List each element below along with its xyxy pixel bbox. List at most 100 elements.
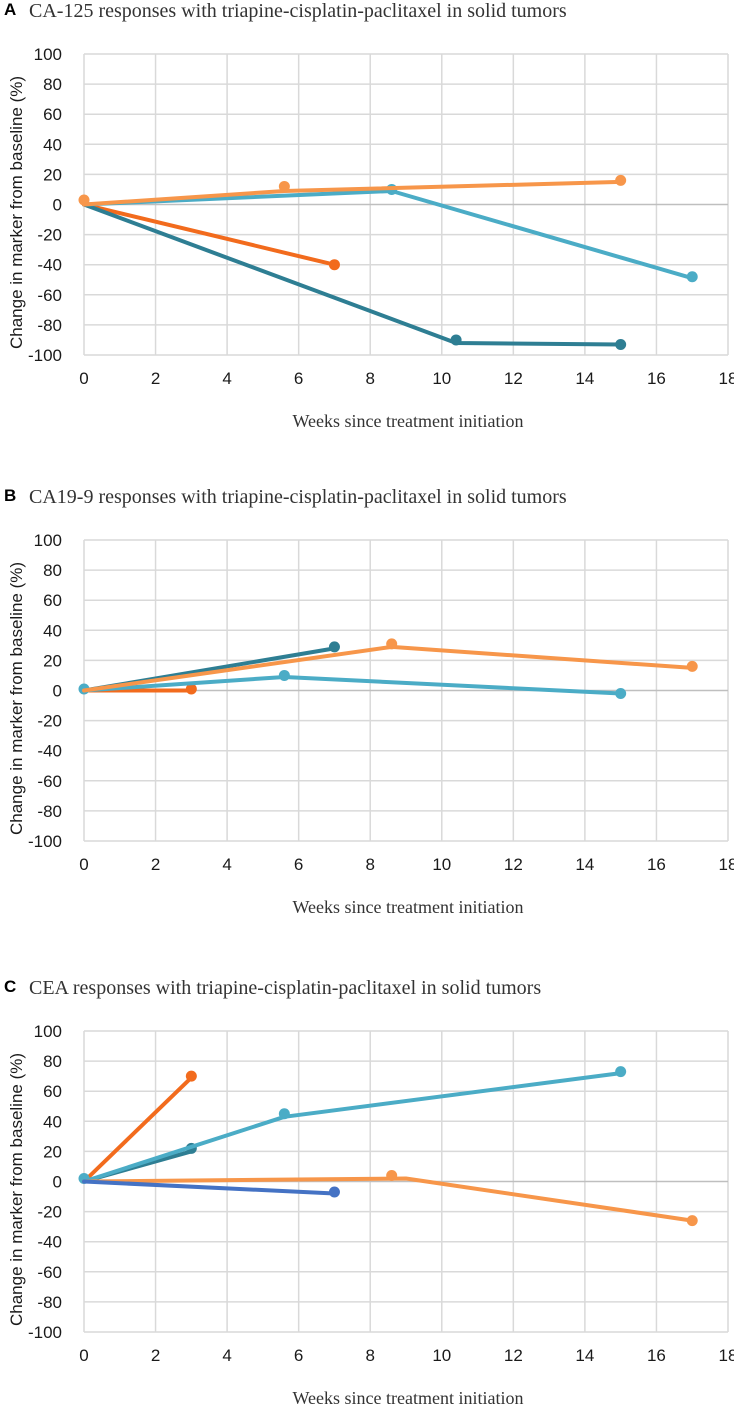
y-tick-label: -20 bbox=[37, 226, 62, 245]
series bbox=[78, 1066, 627, 1184]
chart-title: CA-125 responses with triapine-cisplatin… bbox=[29, 0, 567, 22]
data-point bbox=[386, 1169, 398, 1181]
series bbox=[82, 202, 627, 350]
y-tick-label: 100 bbox=[34, 531, 62, 550]
x-tick-label: 2 bbox=[151, 369, 160, 388]
x-tick-label: 2 bbox=[151, 1346, 160, 1365]
y-tick-label: -60 bbox=[37, 1263, 62, 1282]
series-line bbox=[82, 1176, 695, 1223]
data-point bbox=[686, 271, 698, 283]
line-chart: 100 80 60 40 20 0 -20 -40 -60 -80 -100 0 2 4 6 8 10 12 14 1… bbox=[7, 531, 734, 917]
gridlines bbox=[83, 1030, 729, 1333]
x-tick-label: 18 bbox=[719, 855, 734, 874]
data-point bbox=[328, 259, 340, 271]
series-line bbox=[82, 1179, 337, 1196]
y-tick-label: 0 bbox=[53, 1173, 62, 1192]
series-line bbox=[82, 1071, 623, 1184]
data-point bbox=[450, 334, 462, 346]
data-point bbox=[615, 338, 627, 350]
panel-b: B CA19-9 responses with triapine-cisplat… bbox=[0, 486, 734, 926]
x-tick-label: 6 bbox=[294, 855, 303, 874]
data-point bbox=[278, 669, 290, 681]
chart-title: CEA responses with triapine-cisplatin-pa… bbox=[29, 977, 542, 999]
x-tick-label: 4 bbox=[222, 1346, 231, 1365]
series-line bbox=[82, 1075, 194, 1184]
x-tick-label: 0 bbox=[79, 1346, 88, 1365]
x-tick-label: 14 bbox=[575, 855, 594, 874]
y-tick-label: 60 bbox=[43, 105, 62, 124]
data-point bbox=[185, 683, 197, 695]
data-point bbox=[78, 194, 90, 206]
line-chart: 100 80 60 40 20 0 -20 -40 -60 -80 -100 0 2 4 6 8 10 12 14 1… bbox=[7, 1022, 734, 1407]
y-tick-label: 20 bbox=[43, 651, 62, 670]
y-axis-title: Change in marker from baseline (%) bbox=[7, 562, 26, 835]
data-point bbox=[278, 180, 290, 192]
x-axis-title: Weeks since treatment initiation bbox=[293, 897, 524, 917]
x-tick-label: 6 bbox=[294, 1346, 303, 1365]
y-tick-label: -100 bbox=[28, 346, 62, 365]
y-tick-label: -20 bbox=[37, 712, 62, 731]
series bbox=[82, 1169, 698, 1227]
y-tick-label: 100 bbox=[34, 45, 62, 64]
y-tick-label: -40 bbox=[37, 742, 62, 761]
y-axis-title: Change in marker from baseline (%) bbox=[7, 1053, 26, 1326]
data-point bbox=[686, 1215, 698, 1227]
x-tick-label: 8 bbox=[365, 855, 374, 874]
x-tick-label: 0 bbox=[79, 855, 88, 874]
x-tick-label: 14 bbox=[575, 369, 594, 388]
data-point bbox=[328, 641, 340, 653]
y-tick-label: -100 bbox=[28, 1323, 62, 1342]
panel-letter: B bbox=[4, 486, 17, 505]
y-tick-label: -80 bbox=[37, 1293, 62, 1312]
data-point bbox=[386, 638, 398, 650]
gridlines bbox=[83, 539, 729, 842]
y-tick-label: 80 bbox=[43, 75, 62, 94]
panel-letter: C bbox=[4, 977, 17, 996]
y-tick-label: -20 bbox=[37, 1203, 62, 1222]
x-tick-label: 10 bbox=[432, 369, 451, 388]
y-tick-label: 40 bbox=[43, 621, 62, 640]
x-tick-label: 0 bbox=[79, 369, 88, 388]
data-point bbox=[328, 1186, 340, 1198]
data-point bbox=[615, 174, 627, 186]
series bbox=[82, 638, 698, 693]
x-tick-label: 4 bbox=[222, 369, 231, 388]
x-tick-label: 12 bbox=[504, 855, 523, 874]
series bbox=[78, 669, 627, 700]
y-tick-label: 80 bbox=[43, 561, 62, 580]
line-chart: 100 80 60 40 20 0 -20 -40 -60 -80 -100 0 2 4 6 8 10 12 14 1… bbox=[7, 45, 734, 431]
series bbox=[82, 1070, 197, 1184]
y-tick-label: -40 bbox=[37, 256, 62, 275]
x-tick-label: 16 bbox=[647, 1346, 666, 1365]
data-point bbox=[278, 1108, 290, 1120]
panel-letter: A bbox=[4, 0, 17, 19]
data-point bbox=[686, 660, 698, 672]
x-axis-title: Weeks since treatment initiation bbox=[293, 411, 524, 431]
x-tick-label: 8 bbox=[365, 1346, 374, 1365]
y-axis-title: Change in marker from baseline (%) bbox=[7, 76, 26, 349]
x-tick-label: 16 bbox=[647, 369, 666, 388]
x-tick-label: 10 bbox=[432, 855, 451, 874]
data-point bbox=[615, 688, 627, 700]
y-tick-label: -60 bbox=[37, 772, 62, 791]
panel-a: A CA-125 responses with triapine-cisplat… bbox=[0, 0, 734, 440]
x-tick-label: 2 bbox=[151, 855, 160, 874]
y-tick-label: -100 bbox=[28, 832, 62, 851]
chart-title: CA19-9 responses with triapine-cisplatin… bbox=[29, 486, 567, 508]
x-tick-label: 16 bbox=[647, 855, 666, 874]
panel-c: C CEA responses with triapine-cisplatin-… bbox=[0, 977, 734, 1407]
series-line bbox=[82, 202, 337, 267]
x-tick-label: 8 bbox=[365, 369, 374, 388]
data-point bbox=[615, 1066, 627, 1078]
x-axis-title: Weeks since treatment initiation bbox=[293, 1388, 524, 1407]
y-tick-label: 100 bbox=[34, 1022, 62, 1041]
y-tick-label: 40 bbox=[43, 135, 62, 154]
x-tick-label: 18 bbox=[719, 1346, 734, 1365]
x-tick-label: 12 bbox=[504, 1346, 523, 1365]
x-tick-label: 12 bbox=[504, 369, 523, 388]
x-tick-label: 4 bbox=[222, 855, 231, 874]
y-tick-label: 0 bbox=[53, 682, 62, 701]
x-tick-label: 14 bbox=[575, 1346, 594, 1365]
y-tick-label: -40 bbox=[37, 1233, 62, 1252]
series bbox=[82, 202, 340, 271]
